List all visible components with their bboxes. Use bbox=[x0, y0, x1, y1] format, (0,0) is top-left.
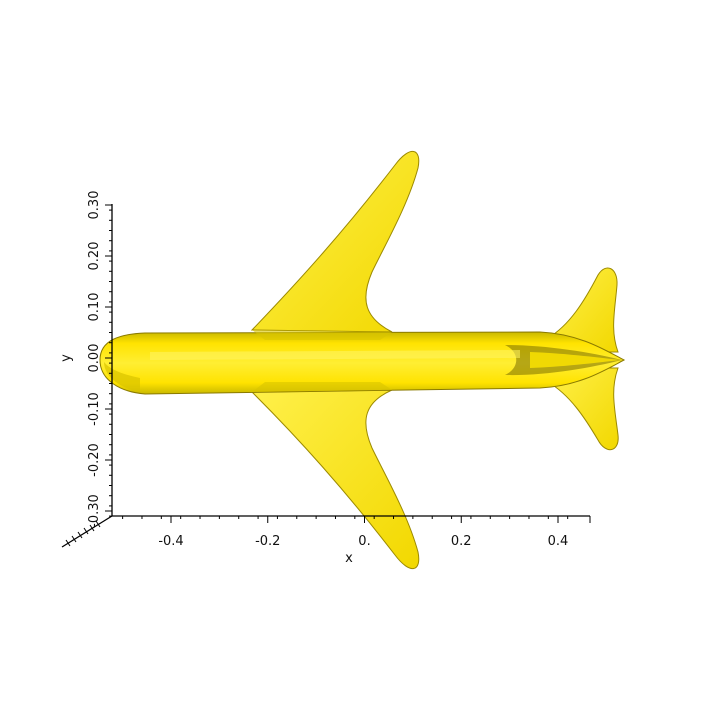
lower-tailplane bbox=[547, 367, 619, 450]
x-axis: -0.4 -0.2 0. 0.2 0.4 bbox=[112, 515, 591, 549]
y-tick-label: -0.20 bbox=[87, 443, 102, 477]
fuselage bbox=[99, 331, 626, 395]
x-tick-label: 0. bbox=[358, 534, 370, 549]
y-tick-label: 0.10 bbox=[87, 293, 102, 322]
upper-wing bbox=[250, 151, 420, 333]
x-axis-title: x bbox=[345, 551, 353, 566]
lower-wing bbox=[250, 389, 420, 569]
y-tick-label: 0.00 bbox=[87, 344, 102, 373]
y-axis: -0.30 -0.20 -0.10 0.00 0.10 0.20 0.30 bbox=[87, 191, 113, 528]
y-axis-title: y bbox=[59, 354, 74, 362]
z-axis-stub bbox=[61, 515, 113, 548]
x-tick-label: 0.4 bbox=[548, 534, 569, 549]
y-tick-label: -0.30 bbox=[87, 494, 102, 528]
upper-tailplane bbox=[547, 267, 619, 353]
y-tick-label: -0.10 bbox=[87, 392, 102, 426]
x-tick-label: -0.2 bbox=[255, 534, 280, 549]
y-tick-label: 0.20 bbox=[87, 242, 102, 271]
x-tick-label: -0.4 bbox=[158, 534, 183, 549]
y-tick-label: 0.30 bbox=[87, 191, 102, 220]
x-tick-label: 0.2 bbox=[451, 534, 472, 549]
airplane-surface bbox=[99, 151, 626, 569]
